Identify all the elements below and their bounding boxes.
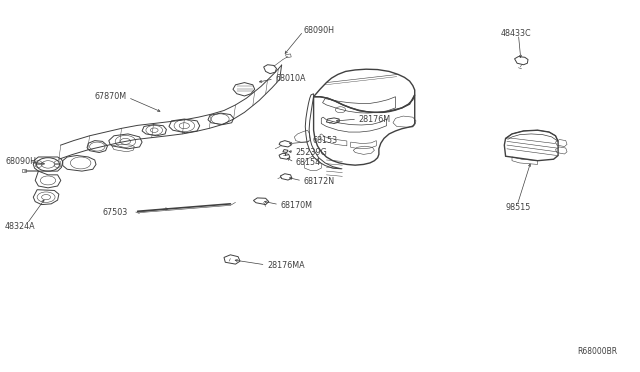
Text: 67503: 67503 [102,208,127,217]
Text: 68154: 68154 [296,158,321,167]
Text: 68172N: 68172N [303,177,335,186]
Text: 68010A: 68010A [275,74,306,83]
Text: 25239G: 25239G [296,148,328,157]
Text: 28176M: 28176M [358,115,390,124]
Text: R68000BR: R68000BR [577,347,618,356]
Text: 98515: 98515 [506,203,531,212]
Text: 68170M: 68170M [280,201,312,210]
Text: 48324A: 48324A [5,222,36,231]
Text: 68153: 68153 [313,137,338,145]
Text: 28176MA: 28176MA [268,261,305,270]
Text: 68090H: 68090H [304,26,335,35]
Text: 68090H: 68090H [5,157,36,166]
Text: 48433C: 48433C [500,29,531,38]
Text: 67870M: 67870M [95,92,127,101]
